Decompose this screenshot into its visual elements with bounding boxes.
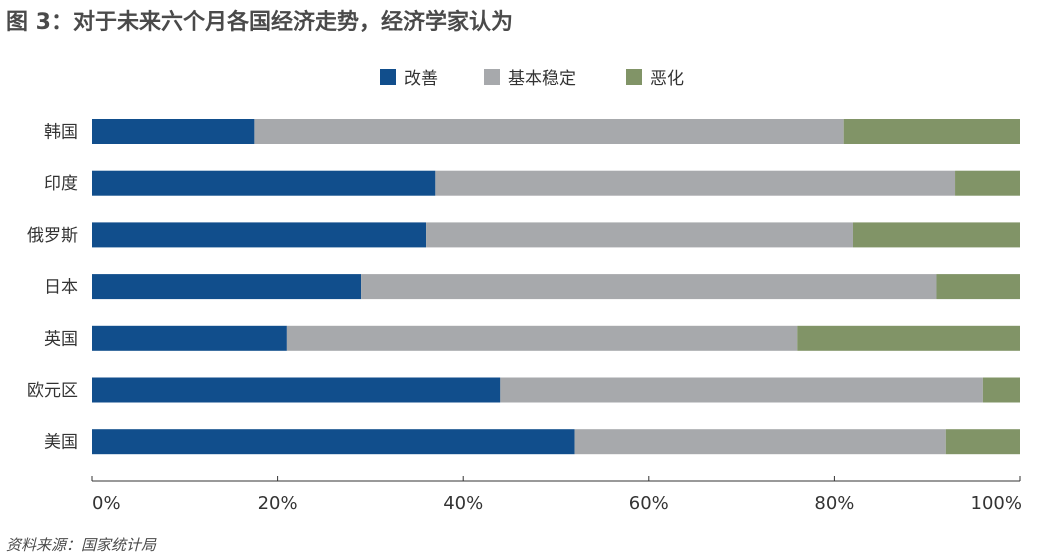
bar-segment-5-1 [500,377,983,403]
bar-segment-2-1 [426,222,853,248]
bar-segment-0-1 [254,119,844,144]
bar-segment-5-2 [982,377,1020,403]
legend-swatch-2 [626,69,642,85]
bar-segment-4-2 [797,325,1020,351]
bar-segment-3-2 [936,274,1020,300]
bar-segment-0-2 [843,119,1020,144]
category-label-4: 英国 [44,329,78,349]
legend-swatch-0 [380,69,396,85]
bar-segment-3-0 [92,274,362,300]
category-label-1: 印度 [44,174,78,194]
chart-bars [92,119,1020,455]
x-tick-label-5: 100% [971,493,1022,514]
bar-segment-4-1 [286,325,798,351]
category-label-3: 日本 [44,278,78,298]
bar-segment-4-0 [92,325,287,351]
bar-segment-1-0 [92,170,436,196]
bar-segment-0-0 [92,119,255,144]
legend-swatch-1 [484,69,500,85]
bar-segment-6-1 [574,429,946,455]
category-label-0: 韩国 [44,123,78,143]
bar-segment-6-0 [92,429,575,455]
bar-segment-1-1 [435,170,956,196]
x-tick-label-4: 80% [814,493,854,514]
category-label-5: 欧元区 [27,381,78,401]
bar-segment-1-2 [955,170,1020,196]
x-tick-label-0: 0% [92,493,121,514]
legend-label-1: 基本稳定 [508,69,576,89]
source-note: 资料来源：国家统计局 [6,536,157,554]
x-tick-label-1: 20% [258,493,298,514]
bar-segment-6-2 [945,429,1020,455]
x-tick-label-2: 40% [443,493,483,514]
legend-label-2: 恶化 [650,69,684,89]
x-axis: 0% 20% 40% 60% 80% 100% [91,476,1022,514]
bar-segment-5-0 [92,377,501,403]
category-label-6: 美国 [44,433,78,453]
x-tick-label-3: 60% [629,493,669,514]
bar-segment-3-1 [361,274,937,300]
category-label-2: 俄罗斯 [27,226,78,246]
chart-legend: 改善 基本稳定 恶化 [380,69,684,89]
bar-segment-2-2 [852,222,1020,248]
bar-segment-2-0 [92,222,427,248]
chart-title: 图 3：对于未来六个月各国经济走势，经济学家认为 [6,10,513,35]
legend-label-0: 改善 [404,69,438,89]
